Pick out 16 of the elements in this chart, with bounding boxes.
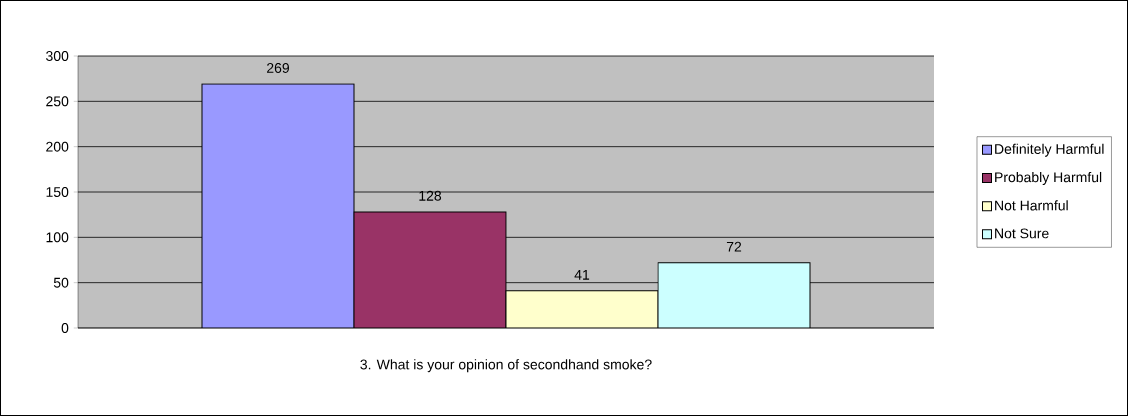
y-tick-label: 250 [46, 96, 69, 107]
y-tick-label: 300 [46, 51, 69, 61]
x-tick-label: 3. What is your opinion of secondhand smoke? [360, 359, 652, 373]
legend-label: Not Harmful [995, 200, 1068, 211]
y-tick-label: 100 [46, 232, 69, 243]
y-tick-label: 200 [46, 141, 69, 152]
legend-label: Probably Harmful [995, 171, 1102, 185]
y-tick-label: 150 [46, 187, 69, 197]
data-label: 41 [574, 270, 590, 280]
data-label: 269 [267, 63, 289, 73]
y-tick-label: 0 [61, 323, 69, 333]
legend-label: Not Sure [995, 228, 1049, 239]
data-label: 128 [419, 190, 442, 201]
y-tick-label: 50 [53, 277, 69, 288]
data-label: 72 [726, 241, 742, 252]
legend-label: Definitely Harmful [995, 143, 1104, 157]
